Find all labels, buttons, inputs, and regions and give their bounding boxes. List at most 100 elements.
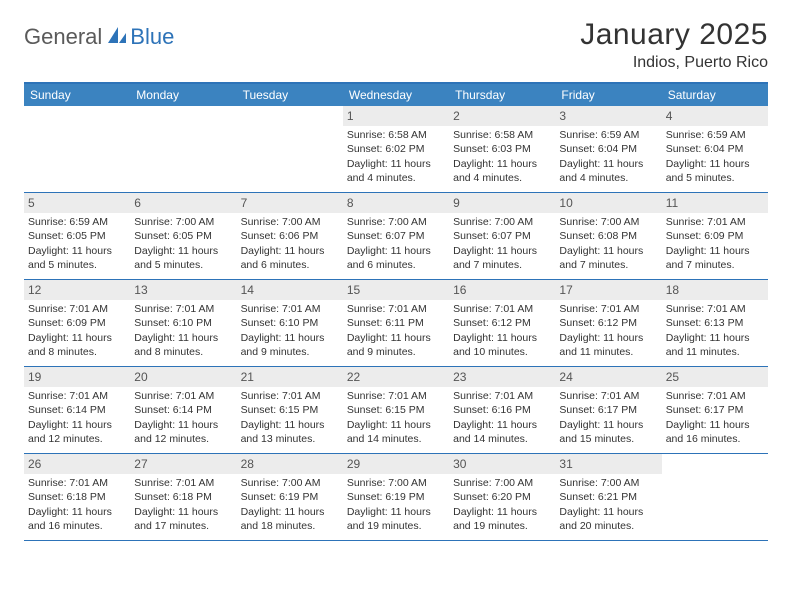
calendar-week: 26 Sunrise: 7:01 AM Sunset: 6:18 PMDayligh…: [24, 454, 768, 541]
cell-body: Sunrise: 7:01 AMSunset: 6:09 PMDaylight:…: [662, 213, 768, 278]
dl1-text: Daylight: 11 hours: [28, 418, 126, 432]
dl2-text: and 5 minutes.: [28, 258, 126, 272]
sunrise-text: Sunrise: 7:01 AM: [559, 389, 657, 403]
sunrise-text: Sunrise: 7:00 AM: [241, 476, 339, 490]
sunset-text: Sunset: 6:08 PM: [559, 229, 657, 243]
calendar-cell: 31Sunrise: 7:00 AMSunset: 6:21 PMDayligh…: [555, 454, 661, 540]
sunrise-text: Sunrise: 7:01 AM: [666, 302, 764, 316]
dl2-text: and 11 minutes.: [559, 345, 657, 359]
sunrise-text: Sunrise: 7:01 AM: [28, 476, 126, 490]
dl1-text: Daylight: 11 hours: [134, 331, 232, 345]
day-number-row: 8: [343, 193, 449, 213]
calendar-cell: 13Sunrise: 7:01 AMSunset: 6:10 PMDayligh…: [130, 280, 236, 366]
calendar-cell: 6Sunrise: 7:00 AMSunset: 6:05 PMDaylight…: [130, 193, 236, 279]
calendar-cell: 8 Sunrise: 7:00 AMSunset: 6:07 PMDaylight…: [343, 193, 449, 279]
dl1-text: Daylight: 11 hours: [241, 244, 339, 258]
sunrise-text: Sunrise: 7:01 AM: [241, 389, 339, 403]
cell-body: Sunrise: 6:59 AMSunset: 6:04 PMDaylight:…: [555, 126, 661, 191]
page-subtitle: Indios, Puerto Rico: [580, 54, 768, 72]
sunset-text: Sunset: 6:11 PM: [347, 316, 445, 330]
sunrise-text: Sunrise: 7:00 AM: [453, 476, 551, 490]
calendar-cell-empty: [24, 106, 130, 192]
calendar-cell-empty: [662, 454, 768, 540]
day-number: 14: [241, 283, 254, 297]
day-number: 9: [453, 196, 460, 210]
sunrise-text: Sunrise: 7:01 AM: [28, 389, 126, 403]
day-number-row: 16: [449, 280, 555, 300]
calendar-cell: 5Sunrise: 6:59 AMSunset: 6:05 PMDaylight…: [24, 193, 130, 279]
dl2-text: and 7 minutes.: [453, 258, 551, 272]
dl2-text: and 16 minutes.: [666, 432, 764, 446]
dl1-text: Daylight: 11 hours: [453, 244, 551, 258]
sunrise-text: Sunrise: 7:01 AM: [347, 302, 445, 316]
day-number: 4: [666, 109, 673, 123]
cell-body: Sunrise: 7:00 AMSunset: 6:07 PMDaylight:…: [449, 213, 555, 278]
sunrise-text: Sunrise: 7:00 AM: [559, 476, 657, 490]
weeks-container: 1Sunrise: 6:58 AMSunset: 6:02 PMDaylight…: [24, 106, 768, 541]
day-number-row: 29: [343, 454, 449, 474]
sunrise-text: Sunrise: 7:01 AM: [666, 389, 764, 403]
sunrise-text: Sunrise: 7:00 AM: [134, 215, 232, 229]
sunrise-text: Sunrise: 7:00 AM: [453, 215, 551, 229]
sunset-text: Sunset: 6:09 PM: [666, 229, 764, 243]
cell-body: Sunrise: 7:01 AMSunset: 6:15 PMDaylight:…: [343, 387, 449, 452]
calendar-cell: 1Sunrise: 6:58 AMSunset: 6:02 PMDaylight…: [343, 106, 449, 192]
day-number-row: 17: [555, 280, 661, 300]
dl1-text: Daylight: 11 hours: [666, 244, 764, 258]
dl2-text: and 17 minutes.: [134, 519, 232, 533]
sunset-text: Sunset: 6:03 PM: [453, 142, 551, 156]
sunset-text: Sunset: 6:20 PM: [453, 490, 551, 504]
dl1-text: Daylight: 11 hours: [453, 418, 551, 432]
dl1-text: Daylight: 11 hours: [347, 244, 445, 258]
cell-body: Sunrise: 7:01 AMSunset: 6:11 PMDaylight:…: [343, 300, 449, 365]
dl2-text: and 16 minutes.: [28, 519, 126, 533]
sunrise-text: Sunrise: 7:01 AM: [666, 215, 764, 229]
day-number: 23: [453, 370, 466, 384]
day-number: [241, 109, 244, 123]
sunrise-text: Sunrise: 6:58 AM: [453, 128, 551, 142]
dl1-text: Daylight: 11 hours: [666, 331, 764, 345]
cell-body: Sunrise: 7:01 AMSunset: 6:12 PMDaylight:…: [555, 300, 661, 365]
sunset-text: Sunset: 6:12 PM: [453, 316, 551, 330]
dl1-text: Daylight: 11 hours: [453, 157, 551, 171]
sunrise-text: Sunrise: 7:01 AM: [134, 389, 232, 403]
dl1-text: Daylight: 11 hours: [347, 331, 445, 345]
day-number: 24: [559, 370, 572, 384]
sunset-text: Sunset: 6:07 PM: [347, 229, 445, 243]
weekday-header-row: SundayMondayTuesdayWednesdayThursdayFrid…: [24, 84, 768, 106]
day-number-row: 22: [343, 367, 449, 387]
dl1-text: Daylight: 11 hours: [134, 505, 232, 519]
sunset-text: Sunset: 6:13 PM: [666, 316, 764, 330]
cell-body: Sunrise: 7:01 AMSunset: 6:14 PMDaylight:…: [24, 387, 130, 452]
calendar-cell: 2Sunrise: 6:58 AMSunset: 6:03 PMDaylight…: [449, 106, 555, 192]
sunrise-text: Sunrise: 7:00 AM: [347, 215, 445, 229]
sunrise-text: Sunrise: 7:01 AM: [453, 389, 551, 403]
day-number-row: 30: [449, 454, 555, 474]
calendar-week: 1Sunrise: 6:58 AMSunset: 6:02 PMDaylight…: [24, 106, 768, 193]
day-number: 13: [134, 283, 147, 297]
day-number-row: 3: [555, 106, 661, 126]
day-number: 10: [559, 196, 572, 210]
day-number-row: 5: [24, 193, 130, 213]
dl1-text: Daylight: 11 hours: [347, 157, 445, 171]
sunrise-text: Sunrise: 6:59 AM: [666, 128, 764, 142]
page-title: January 2025: [580, 18, 768, 52]
sunset-text: Sunset: 6:18 PM: [134, 490, 232, 504]
cell-body: Sunrise: 7:01 AMSunset: 6:17 PMDaylight:…: [555, 387, 661, 452]
sunset-text: Sunset: 6:15 PM: [347, 403, 445, 417]
calendar-cell: 25Sunrise: 7:01 AMSunset: 6:17 PMDayligh…: [662, 367, 768, 453]
sunset-text: Sunset: 6:14 PM: [28, 403, 126, 417]
day-number: 26: [28, 457, 41, 471]
cell-body: Sunrise: 6:58 AMSunset: 6:02 PMDaylight:…: [343, 126, 449, 191]
day-number-row: 19: [24, 367, 130, 387]
day-number: 21: [241, 370, 254, 384]
sunrise-text: Sunrise: 7:00 AM: [241, 215, 339, 229]
day-number-row: 6: [130, 193, 236, 213]
dl2-text: and 19 minutes.: [347, 519, 445, 533]
day-number-row: 28: [237, 454, 343, 474]
logo: General Blue: [24, 24, 174, 50]
cell-body: Sunrise: 7:01 AMSunset: 6:15 PMDaylight:…: [237, 387, 343, 452]
day-number-row: 13: [130, 280, 236, 300]
day-number-row: 9: [449, 193, 555, 213]
sunset-text: Sunset: 6:05 PM: [28, 229, 126, 243]
